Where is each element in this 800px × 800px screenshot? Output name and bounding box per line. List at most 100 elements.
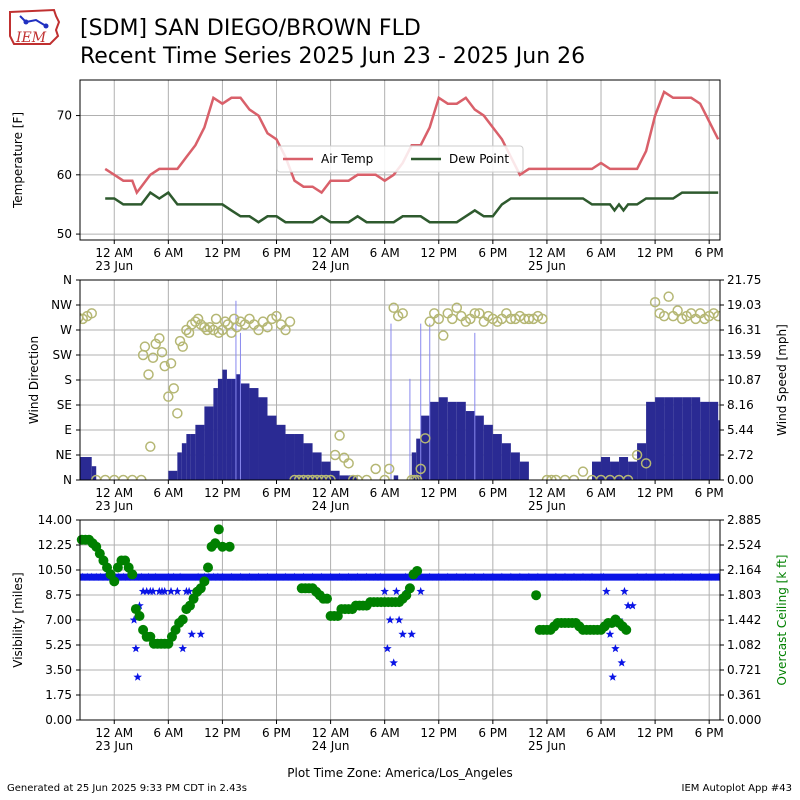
y-tick-label: NE — [55, 448, 72, 462]
legend-label: Air Temp — [321, 152, 373, 166]
wind-direction-point — [546, 474, 557, 480]
x-day-label: 24 Jun — [312, 259, 350, 273]
y-tick-label: 0.00 — [45, 713, 72, 727]
visibility-point — [245, 572, 254, 581]
ceiling-point — [127, 569, 138, 580]
wind-direction-point — [409, 474, 420, 480]
visibility-point — [272, 572, 281, 581]
y-tick-label: 5.25 — [45, 638, 72, 652]
wind-direction-point — [586, 474, 598, 480]
x-tick-label: 6 PM — [478, 726, 507, 740]
visibility-point — [385, 615, 395, 624]
wind-speed-bar — [240, 383, 250, 480]
wind-speed-bar — [303, 443, 313, 480]
iem-logo: IEM — [6, 6, 62, 54]
wind-direction-point — [136, 474, 147, 480]
wind-direction-point — [388, 302, 399, 314]
x-tick-label: 12 PM — [420, 726, 457, 740]
visibility-point — [213, 572, 223, 581]
y2-tick-label: 0.721 — [727, 663, 761, 677]
x-tick-label: 12 AM — [528, 726, 566, 740]
wind-direction-point — [343, 458, 354, 469]
wind-speed-bar — [700, 401, 710, 480]
wind-speed-bar — [249, 388, 259, 480]
wind-direction-point — [139, 341, 151, 352]
series-line-dew-point — [105, 190, 719, 224]
visibility-point — [620, 586, 629, 596]
visibility-point — [175, 572, 185, 581]
visibility-point — [605, 629, 615, 638]
visibility-point — [196, 629, 206, 638]
wind-direction-point — [352, 474, 363, 480]
visibility-point — [632, 572, 642, 581]
y2-tick-label: 1.082 — [727, 638, 761, 652]
wind-speed-bar — [393, 475, 399, 480]
wind-speed-bar — [276, 424, 286, 480]
ceiling-point — [199, 576, 210, 587]
visibility-point — [425, 572, 434, 581]
y-tick-label: 1.75 — [45, 688, 72, 702]
map-route-icon — [19, 15, 47, 27]
wind-direction-point — [649, 296, 661, 308]
visibility-point — [80, 572, 87, 581]
wind-speed-bar — [646, 401, 656, 480]
visibility-point — [142, 586, 151, 596]
y-tick-label: 70 — [57, 109, 72, 123]
y-tick-label: 8.75 — [45, 588, 72, 602]
chart-subtitle: Recent Time Series 2025 Jun 23 - 2025 Ju… — [80, 44, 586, 69]
wind-direction-point — [298, 474, 309, 480]
wind-direction-point — [226, 327, 237, 339]
visibility-point — [461, 572, 471, 581]
wind-direction-point — [505, 313, 517, 325]
y2-tick-label: 1.803 — [727, 588, 761, 602]
x-day-label: 24 Jun — [312, 499, 350, 513]
y-axis-label: Wind Direction — [27, 336, 41, 424]
visibility-point — [542, 572, 552, 581]
wind-direction-point — [271, 310, 282, 322]
y2-tick-label: 1.442 — [727, 613, 761, 627]
x-tick-label: 6 AM — [370, 246, 400, 260]
wind-speed-bar — [222, 369, 227, 480]
wind-speed-bar — [483, 424, 493, 480]
axes-frame — [79, 279, 721, 481]
wind-direction-point — [397, 308, 408, 319]
visibility-point — [407, 629, 416, 638]
y-tick-label: N — [63, 473, 72, 487]
visibility-point — [623, 601, 633, 610]
y-tick-label: S — [64, 373, 72, 387]
visibility-point — [308, 572, 317, 581]
y2-tick-label: 0.000 — [727, 713, 761, 727]
visibility-point — [137, 572, 146, 581]
x-tick-label: 6 PM — [695, 486, 724, 500]
wind-direction-point — [663, 291, 674, 302]
wind-direction-point — [253, 324, 264, 336]
y-tick-label: 3.50 — [45, 663, 72, 677]
wind-direction-point — [165, 358, 177, 369]
visibility-point — [263, 572, 272, 581]
visibility-point — [131, 644, 141, 653]
wind-speed-bar — [186, 434, 191, 480]
axes-frame — [79, 519, 721, 721]
wind-direction-point — [86, 308, 97, 319]
wind-direction-point — [154, 333, 165, 344]
visibility-point — [299, 572, 308, 581]
visibility-point — [416, 586, 425, 596]
visibility-point — [704, 572, 714, 581]
visibility-point — [392, 586, 401, 596]
wind-speed-bar — [682, 397, 692, 480]
x-day-label: 23 Jun — [95, 259, 133, 273]
wind-speed-bar — [213, 388, 218, 480]
wind-direction-point — [631, 449, 643, 461]
wind-direction-point — [595, 474, 607, 480]
x-tick-label: 12 AM — [312, 726, 350, 740]
visibility-point — [326, 572, 335, 581]
y2-tick-label: 5.44 — [727, 423, 754, 437]
wind-direction-point — [90, 474, 102, 480]
ceiling-point — [213, 524, 224, 535]
wind-speed-bar — [312, 452, 322, 480]
visibility-point — [164, 572, 173, 581]
y-tick-label: W — [60, 323, 72, 337]
x-tick-label: 12 PM — [204, 726, 241, 740]
y-axis-label: Temperature [F] — [11, 112, 25, 209]
visibility-point — [578, 572, 588, 581]
